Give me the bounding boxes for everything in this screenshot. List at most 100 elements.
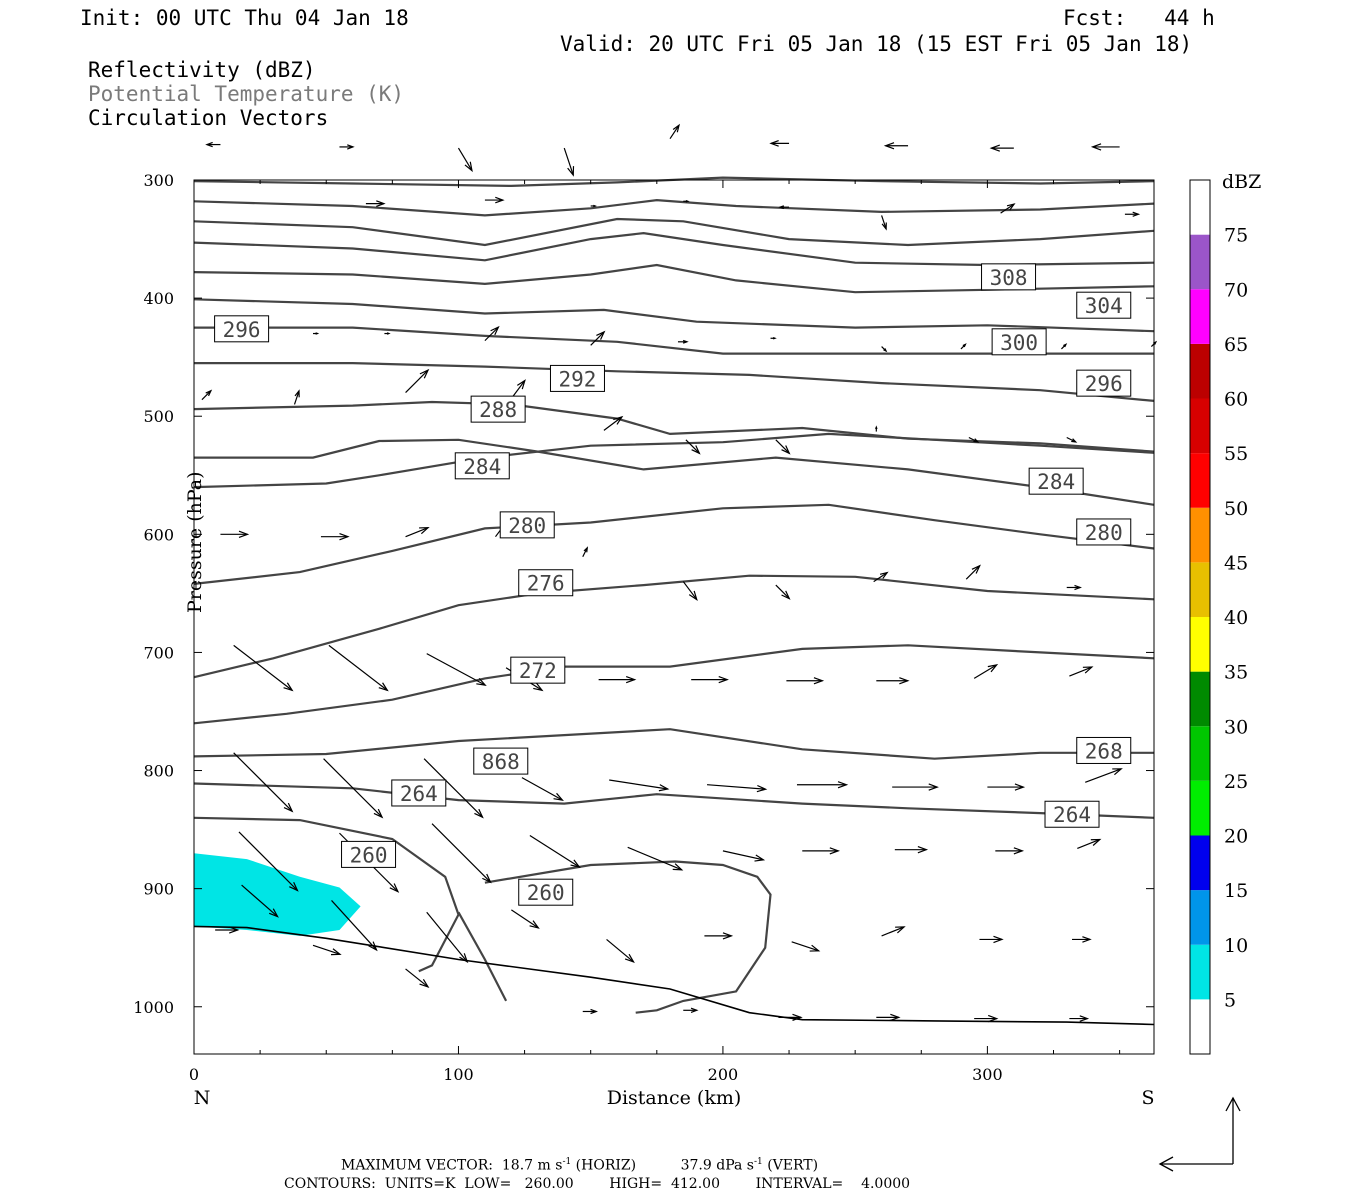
circulation-vector	[563, 147, 575, 177]
y-tick-label: 900	[143, 880, 174, 899]
circulation-vector	[511, 909, 540, 929]
y-tick-label: 500	[143, 407, 174, 426]
colorbar-segment	[1190, 398, 1210, 454]
circulation-vector	[677, 339, 689, 344]
circulation-vector	[241, 884, 279, 918]
x-tick-label: 200	[708, 1065, 739, 1084]
colorbar-frame	[1189, 179, 1211, 1055]
circulation-vector	[1069, 1015, 1090, 1022]
theta-contour-line	[193, 176, 1155, 188]
circulation-vector	[1061, 343, 1068, 350]
circulation-vector	[707, 784, 768, 793]
contour-label: 276	[518, 569, 574, 597]
colorbar-segment	[1190, 507, 1210, 563]
colorbar-label: 75	[1224, 225, 1248, 247]
y-axis-title: Pressure (hPa)	[184, 471, 206, 613]
colorbar-label: 60	[1224, 389, 1248, 411]
contour-label: 284	[1028, 467, 1084, 495]
circulation-vector	[365, 200, 386, 207]
circulation-vector	[339, 144, 355, 150]
circulation-vector	[328, 644, 389, 692]
svg-text:264: 264	[1053, 803, 1091, 827]
contour-label: 300	[991, 328, 1047, 356]
x-tick-label: 100	[443, 1065, 474, 1084]
colorbar-label: 50	[1224, 498, 1248, 520]
colorbar-label: 40	[1224, 607, 1248, 629]
svg-text:288: 288	[479, 398, 517, 422]
theta-contour-line	[193, 231, 1155, 267]
circulation-vector	[722, 850, 766, 862]
circulation-vector	[778, 205, 790, 210]
y-tick-label: 1000	[133, 998, 174, 1017]
theta-contour-line	[193, 217, 1155, 247]
circulation-vector	[582, 546, 589, 558]
circulation-vector	[423, 758, 484, 819]
circulation-vector	[873, 571, 889, 583]
circulation-vector	[704, 932, 734, 940]
circulation-vector	[691, 675, 729, 684]
svg-text:284: 284	[463, 455, 501, 479]
colorbar-segment	[1190, 890, 1210, 945]
circulation-vector	[590, 330, 606, 346]
circulation-vector	[802, 847, 841, 855]
theta-contour-line	[193, 263, 1155, 294]
circulation-vector	[405, 368, 430, 394]
svg-text:268: 268	[1085, 739, 1123, 763]
circulation-vector	[521, 777, 564, 801]
circulation-vector	[320, 533, 350, 541]
svg-text:292: 292	[559, 367, 597, 391]
circulation-vector	[238, 831, 299, 892]
circulation-vector	[682, 581, 698, 601]
circulation-vector	[384, 332, 391, 335]
circulation-vector	[892, 783, 939, 791]
terrain-line	[193, 925, 1155, 1026]
colorbar-segment	[1190, 835, 1210, 891]
field-reflectivity: Reflectivity (dBZ)	[88, 58, 316, 82]
circulation-vector	[312, 944, 342, 956]
y-tick-label: 300	[143, 171, 174, 190]
contour-label: 280	[499, 511, 555, 539]
colorbar-label: 25	[1224, 771, 1248, 793]
svg-text:868: 868	[482, 750, 520, 774]
svg-text:260: 260	[350, 843, 388, 867]
circulation-vector	[582, 1008, 599, 1015]
circulation-vector	[293, 389, 300, 405]
colorbar-label: 70	[1224, 279, 1248, 301]
contour-label: 268	[1076, 736, 1132, 764]
circulation-vector	[796, 781, 849, 789]
svg-text:308: 308	[990, 266, 1028, 290]
init-time: Init: 00 UTC Thu 04 Jan 18	[80, 6, 409, 30]
circulation-vector	[603, 415, 624, 431]
colorbar-segment	[1190, 343, 1210, 399]
circulation-vector	[1085, 768, 1123, 783]
contour-label: 264	[391, 779, 447, 807]
colorbar-segment	[1190, 562, 1210, 617]
circulation-vector	[1077, 838, 1102, 850]
colorbar: 5 10 15 20 25 30 35 40 45 50 55 60 65 70 75	[1189, 179, 1248, 1055]
field-potential-temperature: Potential Temperature (K)	[88, 82, 405, 106]
field-circulation-vectors: Circulation Vectors	[88, 106, 329, 130]
circulation-vector	[529, 834, 581, 868]
circulation-vector	[431, 823, 492, 884]
terrain-surface	[193, 925, 1155, 1026]
south-end-label: S	[1141, 1087, 1154, 1109]
colorbar-label: 30	[1224, 716, 1248, 738]
circulation-vector	[995, 847, 1025, 855]
contour-label: 280	[1076, 518, 1132, 546]
theta-contour-line	[193, 432, 1155, 489]
circulation-vector	[669, 123, 681, 139]
valid-time: Valid: 20 UTC Fri 05 Jan 18 (15 EST Fri …	[560, 32, 1193, 56]
colorbar-segment	[1190, 999, 1210, 1054]
theta-contour-260	[484, 860, 772, 1014]
circulation-vector	[979, 935, 1004, 944]
circulation-vector	[775, 439, 791, 455]
circulation-vector	[1066, 584, 1082, 591]
circulation-vector	[313, 332, 320, 335]
circulation-vector	[233, 752, 294, 813]
theta-contour-line	[193, 574, 1155, 679]
svg-text:300: 300	[1000, 331, 1038, 355]
circulation-vector	[968, 436, 980, 443]
theta-contour-line	[193, 198, 1155, 217]
contour-label: 260	[341, 840, 397, 868]
y-tick-label: 800	[143, 762, 174, 781]
